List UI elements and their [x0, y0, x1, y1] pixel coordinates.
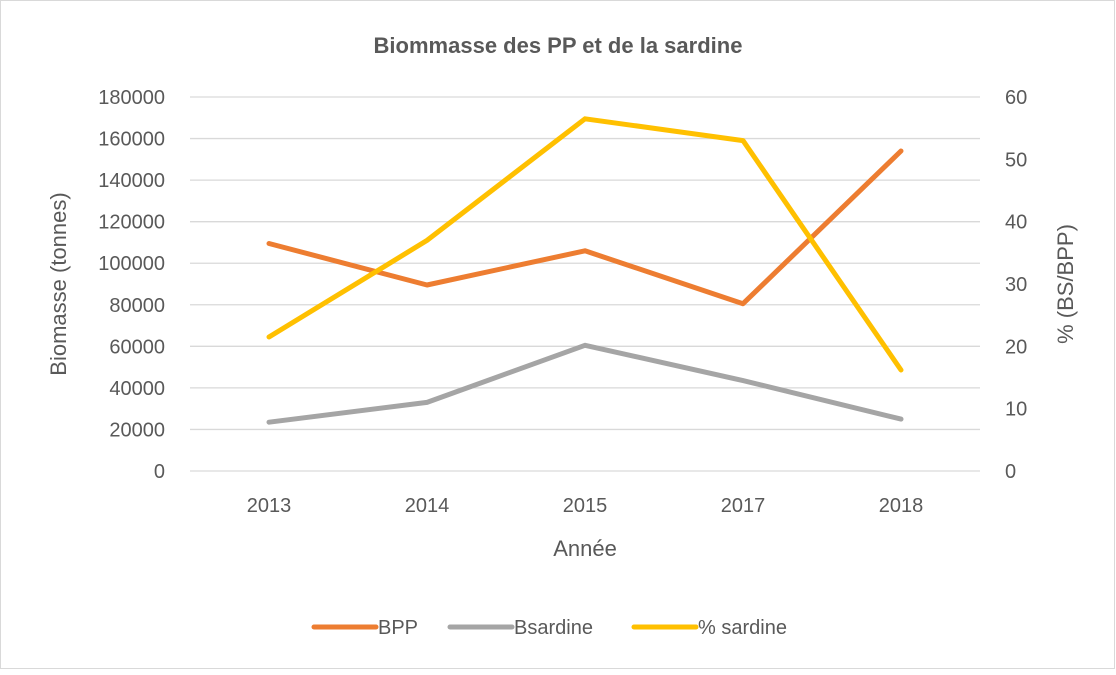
x-tick-label: 2017	[721, 495, 766, 517]
y-tick-label: 120000	[98, 212, 165, 234]
y2-tick-label: 0	[1005, 461, 1016, 483]
chart-title: Biommasse des PP et de la sardine	[374, 33, 743, 58]
legend: BPP Bsardine % sardine	[311, 617, 787, 639]
y-tick-label: 40000	[109, 378, 165, 400]
y2-tick-label: 20	[1005, 336, 1027, 358]
y2-tick-label: 60	[1005, 87, 1027, 109]
y-tick-label: 80000	[109, 295, 165, 317]
x-tick-label: 2014	[405, 495, 450, 517]
legend-label-bsardine: Bsardine	[514, 617, 593, 639]
y-tick-label: 100000	[98, 253, 165, 275]
y-tick-label: 60000	[109, 336, 165, 358]
x-tick-label: 2013	[247, 495, 292, 517]
x-axis-title: Année	[553, 536, 617, 561]
x-axis: 2013 2014 2015 2017 2018	[247, 495, 924, 517]
y-axis-right-title: % (BS/BPP)	[1053, 224, 1078, 344]
y-axis-left-title: Biomasse (tonnes)	[46, 192, 71, 375]
series-line-sardine	[266, 116, 904, 373]
y-axis-right: 0 10 20 30 40 50 60	[1005, 87, 1027, 483]
x-tick-label: 2015	[563, 495, 608, 517]
y2-tick-label: 40	[1005, 212, 1027, 234]
gridlines	[190, 96, 980, 472]
y2-tick-label: 50	[1005, 149, 1027, 171]
y-axis-left: 0 20000 40000 60000 80000 100000 120000 140000 1…	[98, 87, 165, 483]
y-tick-label: 20000	[109, 419, 165, 441]
y-tick-label: 0	[154, 461, 165, 483]
y2-tick-label: 10	[1005, 399, 1027, 421]
x-tick-label: 2018	[879, 495, 924, 517]
y-tick-label: 180000	[98, 87, 165, 109]
series-lines	[266, 116, 904, 425]
legend-label-bpp: BPP	[378, 617, 418, 639]
legend-label-sardine: % sardine	[698, 617, 787, 639]
series-line-bsardine	[266, 342, 904, 425]
y-tick-label: 140000	[98, 170, 165, 192]
y-tick-label: 160000	[98, 129, 165, 151]
y2-tick-label: 30	[1005, 274, 1027, 296]
